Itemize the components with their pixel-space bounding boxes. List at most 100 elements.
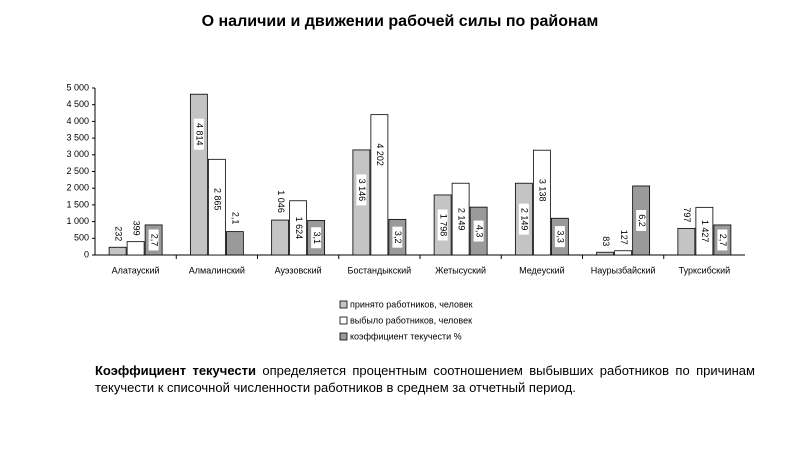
value-label: 399 (131, 221, 141, 236)
paragraph: Коэффициент текучести определяется проце… (95, 362, 755, 396)
value-label-bg (717, 229, 728, 251)
value-label-group: 2 865 (211, 183, 223, 215)
value-label: 2,7 (718, 234, 728, 247)
bar (370, 114, 389, 256)
value-label-bg (600, 233, 611, 250)
y-tick-label: 1 000 (66, 216, 89, 226)
value-label-bg (681, 204, 692, 226)
value-label: 797 (682, 207, 692, 222)
value-label-bg (636, 209, 647, 231)
value-label-group: 797 (681, 204, 692, 226)
value-label-group: 2,7 (717, 229, 728, 251)
value-label-bg (275, 186, 286, 218)
value-label-bg (229, 207, 240, 229)
value-label: 83 (601, 236, 611, 246)
y-tick-label: 0 (84, 249, 89, 259)
value-label-bg (455, 203, 466, 235)
value-label-group: 127 (618, 226, 629, 248)
value-label: 3,1 (312, 231, 322, 244)
y-tick-label: 2 000 (66, 183, 89, 193)
legend-swatch (339, 332, 348, 341)
value-label-bg (293, 212, 304, 244)
bar (189, 93, 208, 256)
y-tick-label: 4 000 (66, 116, 89, 126)
x-tick-label: Ауэзовский (275, 265, 322, 275)
value-label: 3 138 (538, 179, 548, 202)
bar (225, 231, 244, 256)
bar (596, 251, 615, 256)
y-tick-label: 3 000 (66, 149, 89, 159)
legend-label: выбыло работников, человек (350, 315, 472, 325)
value-label-bg (130, 217, 141, 239)
value-label-group: 3 146 (356, 174, 367, 206)
value-label-group: 1 798 (437, 209, 448, 241)
value-label-bg (518, 203, 529, 235)
value-label-group: 2,1 (229, 207, 241, 229)
value-label-bg (311, 227, 322, 249)
value-label: 1 624 (294, 217, 304, 240)
value-label: 4 814 (195, 123, 205, 146)
chart-title: О наличии и движении рабочей силы по рай… (202, 13, 599, 30)
value-label-group: 1 624 (293, 212, 304, 244)
value-label-bg (699, 215, 710, 247)
term: Коэффициент текучести (95, 363, 256, 378)
value-label-group: 399 (130, 217, 141, 239)
value-label-group: 4 202 (374, 139, 385, 171)
value-label-group: 6,2 (636, 209, 647, 231)
legend-label: принято работников, человек (350, 299, 473, 309)
value-label-bg (618, 226, 629, 248)
value-label-group: 1 427 (699, 215, 710, 247)
value-label: 3,3 (556, 230, 566, 243)
value-label-bg (148, 229, 159, 251)
value-label: 2 865 (213, 188, 223, 211)
bar (108, 246, 127, 256)
x-tick-label: Медеуский (519, 265, 564, 275)
x-tick-label: Алатауский (112, 265, 160, 275)
y-tick-label: 4 500 (66, 99, 89, 109)
value-label-bg (536, 174, 547, 206)
value-label-group: 3,3 (554, 226, 566, 248)
value-label: 2,1 (231, 212, 241, 225)
x-tick-label: Жетысуский (435, 265, 486, 275)
value-label: 1 798 (438, 214, 448, 237)
value-label: 1 427 (700, 220, 710, 243)
value-label: 4,3 (474, 225, 484, 238)
value-label: 232 (113, 226, 123, 241)
value-label-bg (374, 139, 385, 171)
value-label-bg (554, 226, 565, 248)
x-tick-label: Наурызбайский (591, 265, 656, 275)
value-label-group: 3,1 (311, 227, 322, 249)
bar (677, 227, 696, 256)
bar (614, 250, 633, 256)
y-tick-label: 5 000 (66, 82, 89, 92)
value-label-bg (437, 209, 448, 241)
value-label-group: 2 149 (455, 203, 466, 235)
value-label-group: 3 138 (536, 174, 548, 206)
value-label: 127 (619, 230, 629, 245)
y-tick-label: 500 (74, 233, 89, 243)
value-label: 2 149 (520, 208, 530, 231)
legend-swatch (339, 316, 348, 325)
value-label: 2 149 (456, 208, 466, 231)
value-label-group: 2 149 (518, 203, 530, 235)
value-label: 3 146 (357, 179, 367, 202)
y-tick-label: 1 500 (66, 199, 89, 209)
bar (126, 241, 145, 256)
value-label-bg (211, 183, 222, 215)
x-tick-label: Бостандыкский (348, 265, 412, 275)
x-tick-label: Алмалинский (189, 265, 245, 275)
legend-swatch (339, 300, 348, 309)
value-label: 1 046 (276, 190, 286, 213)
value-label-bg (193, 118, 204, 150)
value-label-group: 3,2 (392, 226, 403, 248)
value-label-group: 1 046 (275, 186, 286, 218)
value-label-group: 4 814 (193, 118, 205, 150)
value-label-group: 232 (112, 223, 123, 245)
y-tick-label: 3 500 (66, 132, 89, 142)
value-label: 6,2 (637, 214, 647, 227)
value-label: 2,7 (149, 234, 159, 247)
chart: О наличии и движении рабочей силы по рай… (66, 13, 745, 341)
value-label: 3,2 (393, 231, 403, 244)
bar (271, 219, 290, 256)
